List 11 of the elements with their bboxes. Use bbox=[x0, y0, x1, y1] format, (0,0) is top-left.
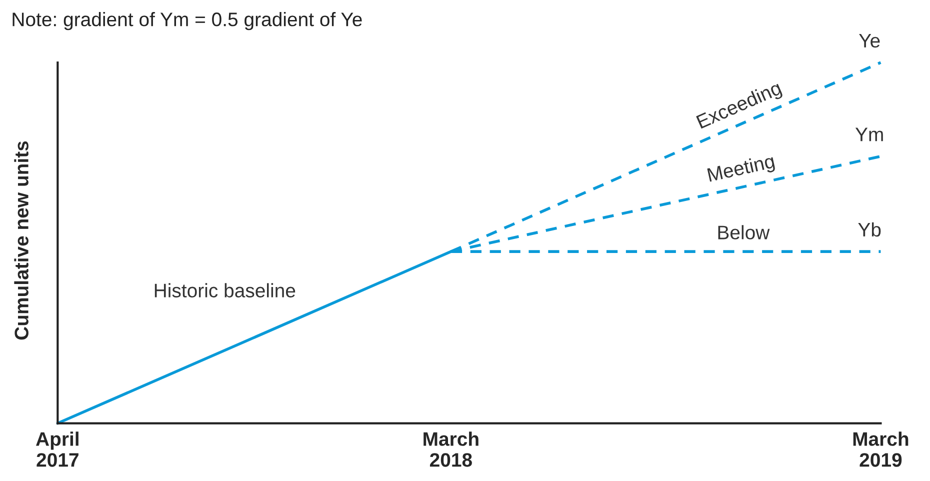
text: Note: gradient of Ym = 0.5 gradient of Ye bbox=[12, 12, 362, 30]
x-tick-label: April 2017 bbox=[36, 432, 78, 467]
series-label: Below bbox=[718, 225, 770, 240]
x-tick-label: March 2019 bbox=[853, 432, 908, 467]
y-axis-title: Cumulative new units bbox=[14, 141, 28, 340]
annotation: Ym bbox=[855, 128, 883, 142]
annotation: Yb bbox=[858, 222, 881, 237]
text: Meeting bbox=[707, 154, 776, 186]
series-label: Historic baseline bbox=[154, 283, 296, 298]
annotation: Ye bbox=[859, 34, 880, 48]
x-tick-label: March 2018 bbox=[424, 432, 478, 467]
